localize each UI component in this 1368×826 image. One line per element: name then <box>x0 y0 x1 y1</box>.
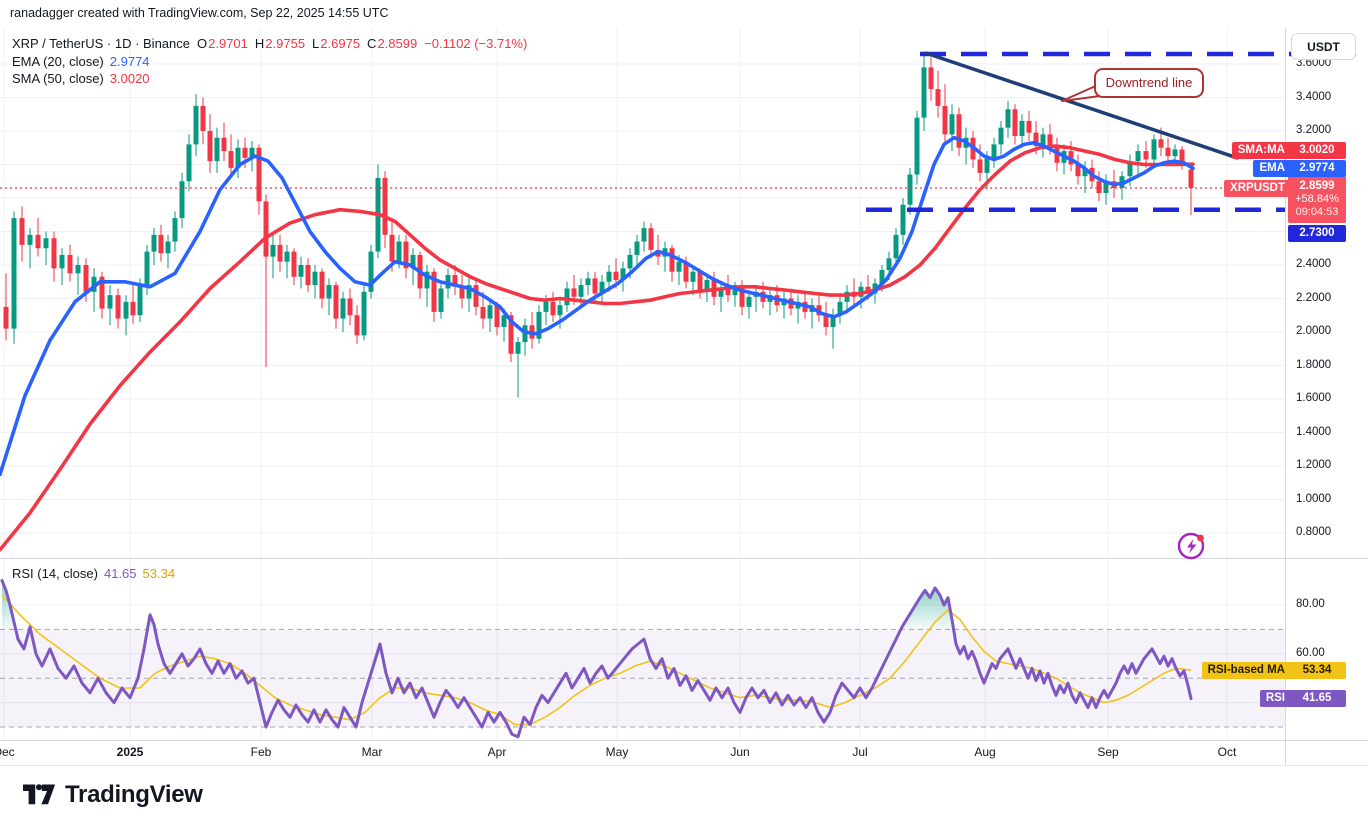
rsi-price-label: 41.65 <box>1288 690 1346 707</box>
low-label: L <box>312 36 320 51</box>
sma-value: 3.0020 <box>109 71 150 86</box>
time-tick-May: May <box>605 745 629 759</box>
rsi-value: 41.65 <box>103 566 137 581</box>
time-tick-Jun: Jun <box>730 745 750 759</box>
downtrend-callout[interactable]: Downtrend line <box>1094 68 1204 98</box>
ema-price-tag: EMA <box>1253 160 1291 177</box>
price-tick: 1.2000 <box>1296 459 1332 471</box>
price-tick: 1.6000 <box>1296 392 1332 404</box>
sma-label[interactable]: SMA (50, close) <box>12 71 104 86</box>
close-label: C <box>367 36 377 51</box>
last-price-label: 2.8599 +58.84% 09:04:53 <box>1288 176 1346 223</box>
sma-legend-row: SMA (50, close) 3.0020 <box>12 70 527 88</box>
price-tick: 2.0000 <box>1296 325 1332 337</box>
price-tick: 3.4000 <box>1296 90 1332 103</box>
close-value: 2.8599 <box>377 36 418 51</box>
time-tick-Sep: Sep <box>1097 745 1119 759</box>
price-tick: 3.6000 <box>1296 57 1332 69</box>
flash-boost-icon[interactable] <box>1176 530 1208 562</box>
price-tick: 3.2000 <box>1296 124 1332 136</box>
time-tick-Mar: Mar <box>361 745 383 759</box>
footer: TradingView <box>0 766 1368 826</box>
low-value: 2.6975 <box>320 36 361 51</box>
tradingview-wordmark: TradingView <box>65 780 203 808</box>
time-axis[interactable] <box>0 740 1368 766</box>
bar-countdown: 09:04:53 <box>1295 206 1339 218</box>
support-price-label: 2.7300 <box>1288 225 1346 242</box>
price-tick: 1.4000 <box>1296 425 1332 438</box>
pane-separator[interactable] <box>0 558 1368 559</box>
price-scale-separator <box>1285 28 1286 766</box>
sma-price-tag: SMA:MA <box>1231 142 1291 159</box>
sma-price-label: 3.0020 <box>1288 142 1346 159</box>
time-axis-separator <box>0 740 1368 741</box>
open-value: 2.9701 <box>208 36 248 51</box>
rsi-tick: 60.00 <box>1296 646 1325 659</box>
price-tick: 1.0000 <box>1296 492 1332 505</box>
time-tick-Oct: Oct <box>1217 745 1237 759</box>
high-value: 2.9755 <box>265 36 306 51</box>
tradingview-logo-icon <box>22 777 56 812</box>
price-tick: 1.8000 <box>1296 358 1332 371</box>
time-tick-Apr: Apr <box>487 745 507 759</box>
open-label: O <box>197 36 208 51</box>
last-price-tag: XRPUSDT <box>1224 180 1291 197</box>
rsi-tick: 80.00 <box>1296 598 1325 610</box>
price-tick: 2.2000 <box>1296 291 1332 304</box>
last-price-value: 2.8599 <box>1299 180 1335 192</box>
chart-legend: XRP / TetherUS · 1D · Binance O2.9701 H2.9… <box>12 35 527 88</box>
ema-legend-row: EMA (20, close) 2.9774 <box>12 53 527 71</box>
symbol-title[interactable]: XRP / TetherUS · 1D · Binance <box>12 36 190 51</box>
ema-price-label: 2.9774 <box>1288 160 1346 177</box>
time-tick-2025: 2025 <box>116 745 144 759</box>
time-tick-Feb: Feb <box>250 745 272 759</box>
high-label: H <box>254 36 265 51</box>
change-value: −0.1102 (−3.71%) <box>424 36 528 51</box>
time-tick-Dec: Dec <box>0 745 15 759</box>
rsi-ma-tag: RSI-based MA <box>1201 662 1291 679</box>
last-price-change: +58.84% <box>1295 193 1339 205</box>
time-tick-Jul: Jul <box>852 745 868 759</box>
symbol-legend-row: XRP / TetherUS · 1D · Binance O2.9701 H2.9… <box>12 35 527 53</box>
rsi-tag: RSI <box>1259 690 1291 707</box>
ema-value: 2.9774 <box>109 53 150 69</box>
ema-label[interactable]: EMA (20, close) <box>12 53 104 69</box>
chart-bottom-border <box>0 765 1368 766</box>
price-tick: 2.4000 <box>1296 258 1332 270</box>
rsi-label[interactable]: RSI (14, close) <box>12 566 98 581</box>
rsi-ma-value: 53.34 <box>142 566 176 581</box>
rsi-ma-label: 53.34 <box>1288 662 1346 679</box>
credit-text: ranadagger created with TradingView.com,… <box>10 6 389 20</box>
chart-svg[interactable] <box>0 28 1368 766</box>
chart-area[interactable]: XRP / TetherUS · 1D · Binance O2.9701 H2.9… <box>0 28 1368 766</box>
rsi-legend: RSI (14, close) 41.65 53.34 <box>12 566 175 581</box>
currency-button[interactable]: USDT <box>1291 33 1356 60</box>
price-tick: 0.8000 <box>1296 526 1332 538</box>
time-tick-Aug: Aug <box>974 745 996 759</box>
tradingview-logo[interactable]: TradingView <box>22 777 203 812</box>
